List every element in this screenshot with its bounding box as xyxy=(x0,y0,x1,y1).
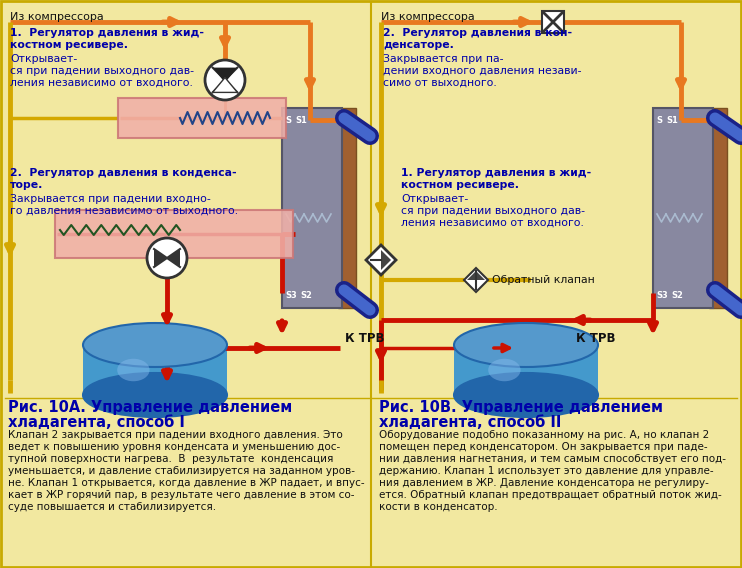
Text: хладагента, способ II: хладагента, способ II xyxy=(379,415,562,430)
Text: держанию. Клапан 1 использует это давление для управле-: держанию. Клапан 1 использует это давлен… xyxy=(379,466,714,476)
Text: S: S xyxy=(656,116,662,125)
FancyBboxPatch shape xyxy=(55,210,293,258)
Text: Оборудование подобно показанному на рис. А, но клапан 2: Оборудование подобно показанному на рис.… xyxy=(379,430,709,440)
Text: Из компрессора: Из компрессора xyxy=(10,12,104,22)
Ellipse shape xyxy=(454,373,598,417)
Text: хладагента, способ I: хладагента, способ I xyxy=(8,415,185,430)
Circle shape xyxy=(147,238,187,278)
FancyBboxPatch shape xyxy=(338,108,356,308)
Text: тупной поверхности нагрева.  В  результате  конденсация: тупной поверхности нагрева. В результате… xyxy=(8,454,333,464)
Text: 2.  Регулятор давления в конденса-
торе.: 2. Регулятор давления в конденса- торе. xyxy=(10,168,237,190)
Text: S: S xyxy=(285,116,291,125)
FancyBboxPatch shape xyxy=(542,11,564,33)
FancyBboxPatch shape xyxy=(282,108,342,308)
Text: уменьшается, и давление стабилизируется на заданном уров-: уменьшается, и давление стабилизируется … xyxy=(8,466,355,476)
Text: Закрывается при па-
дении входного давления незави-
симо от выходного.: Закрывается при па- дении входного давле… xyxy=(383,54,582,87)
Text: ведет к повышению уровня конденсата и уменьшению дос-: ведет к повышению уровня конденсата и ум… xyxy=(8,442,341,452)
Text: S2: S2 xyxy=(671,291,683,300)
Text: суде повышается и стабилизируется.: суде повышается и стабилизируется. xyxy=(8,502,216,512)
Polygon shape xyxy=(467,271,485,280)
Polygon shape xyxy=(213,68,237,82)
Text: 1.  Регулятор давления в жид-
костном ресивере.: 1. Регулятор давления в жид- костном рес… xyxy=(10,28,204,49)
Polygon shape xyxy=(154,249,167,267)
Text: Открывает-
ся при падении выходного дав-
ления независимо от входного.: Открывает- ся при падении выходного дав-… xyxy=(401,194,585,227)
Text: S2: S2 xyxy=(300,291,312,300)
Polygon shape xyxy=(366,245,396,275)
Text: Рис. 10В. Управление давлением: Рис. 10В. Управление давлением xyxy=(379,400,663,415)
FancyBboxPatch shape xyxy=(653,108,713,308)
FancyBboxPatch shape xyxy=(83,345,227,395)
Polygon shape xyxy=(167,249,180,267)
Text: К ТРВ: К ТРВ xyxy=(576,332,616,345)
Text: кости в конденсатор.: кости в конденсатор. xyxy=(379,502,498,512)
Polygon shape xyxy=(381,250,391,270)
Circle shape xyxy=(205,60,245,100)
Text: 1. Регулятор давления в жид-
костном ресивере.: 1. Регулятор давления в жид- костном рес… xyxy=(401,168,591,190)
Text: К ТРВ: К ТРВ xyxy=(345,332,384,345)
Text: не. Клапан 1 открывается, когда давление в ЖР падает, и впус-: не. Клапан 1 открывается, когда давление… xyxy=(8,478,364,488)
Polygon shape xyxy=(464,268,488,292)
Ellipse shape xyxy=(117,359,150,381)
Polygon shape xyxy=(213,77,237,93)
Text: S3: S3 xyxy=(285,291,297,300)
Text: S1: S1 xyxy=(295,116,307,125)
Ellipse shape xyxy=(83,323,227,367)
FancyBboxPatch shape xyxy=(454,345,598,395)
Text: помещен перед конденсатором. Он закрывается при паде-: помещен перед конденсатором. Он закрывае… xyxy=(379,442,708,452)
Ellipse shape xyxy=(83,373,227,417)
Text: Закрывается при падении входно-
го давления независимо от выходного.: Закрывается при падении входно- го давле… xyxy=(10,194,238,216)
Text: Открывает-
ся при падении выходного дав-
ления независимо от входного.: Открывает- ся при падении выходного дав-… xyxy=(10,54,194,87)
FancyBboxPatch shape xyxy=(709,108,727,308)
Text: нии давления нагнетания, и тем самым способствует его под-: нии давления нагнетания, и тем самым спо… xyxy=(379,454,726,464)
Text: Рис. 10А. Управление давлением: Рис. 10А. Управление давлением xyxy=(8,400,292,415)
Text: кает в ЖР горячий пар, в результате чего давление в этом со-: кает в ЖР горячий пар, в результате чего… xyxy=(8,490,355,500)
Text: Обратный клапан: Обратный клапан xyxy=(492,275,595,285)
FancyBboxPatch shape xyxy=(118,98,286,138)
Text: Из компрессора: Из компрессора xyxy=(381,12,475,22)
Text: 2.  Регулятор давления в кон-
денсаторе.: 2. Регулятор давления в кон- денсаторе. xyxy=(383,28,572,49)
Text: ется. Обратный клапан предотвращает обратный поток жид-: ется. Обратный клапан предотвращает обра… xyxy=(379,490,722,500)
Ellipse shape xyxy=(454,323,598,367)
Text: S3: S3 xyxy=(656,291,668,300)
Text: Клапан 2 закрывается при падении входного давления. Это: Клапан 2 закрывается при падении входног… xyxy=(8,430,343,440)
Ellipse shape xyxy=(488,359,521,381)
Text: S1: S1 xyxy=(666,116,678,125)
Text: ния давлением в ЖР. Давление конденсатора не регулиру-: ния давлением в ЖР. Давление конденсатор… xyxy=(379,478,709,488)
